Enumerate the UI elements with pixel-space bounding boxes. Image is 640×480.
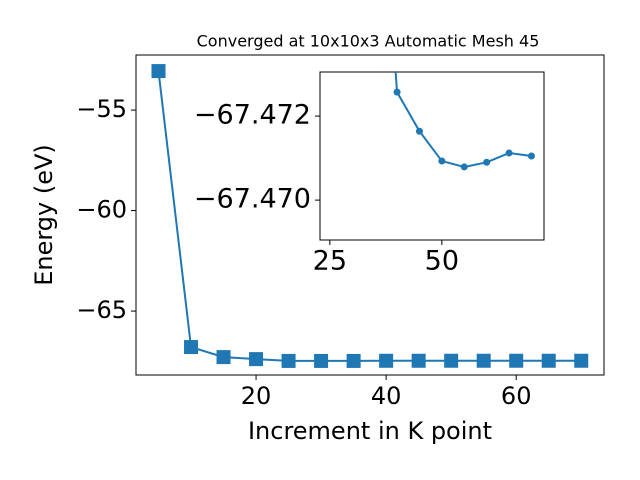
plot-area (319, 71, 545, 241)
marker (505, 149, 513, 157)
y-tick-label: −67.470 (194, 184, 311, 215)
y-tick-label: −65 (76, 296, 127, 324)
x-tick-label: 40 (371, 382, 402, 410)
y-axis-label: Energy (eV) (30, 144, 58, 286)
marker (184, 340, 199, 355)
marker (483, 158, 491, 166)
marker (438, 157, 446, 165)
marker (415, 127, 423, 135)
y-tick-label: −67.472 (194, 100, 311, 131)
x-tick-label: 50 (425, 246, 459, 277)
y-tick-label: −55 (76, 95, 127, 123)
marker (216, 350, 231, 365)
chart-title: Converged at 10x10x3 Automatic Mesh 45 (197, 32, 540, 51)
marker (476, 353, 491, 368)
marker (541, 353, 556, 368)
x-axis-label: Increment in K point (248, 417, 492, 445)
x-tick-label: 60 (501, 382, 532, 410)
marker (509, 353, 524, 368)
y-tick-label: −60 (76, 196, 127, 224)
marker (527, 152, 535, 160)
marker (379, 353, 394, 368)
marker (574, 353, 589, 368)
marker (411, 353, 426, 368)
marker (444, 353, 459, 368)
x-tick-label: 20 (241, 382, 272, 410)
marker (314, 353, 329, 368)
marker (346, 353, 361, 368)
series-line (394, 72, 532, 168)
marker (460, 163, 468, 171)
marker (281, 353, 296, 368)
x-tick-label: 25 (313, 246, 347, 277)
marker (151, 64, 166, 79)
marker (249, 352, 264, 367)
marker (393, 88, 401, 96)
